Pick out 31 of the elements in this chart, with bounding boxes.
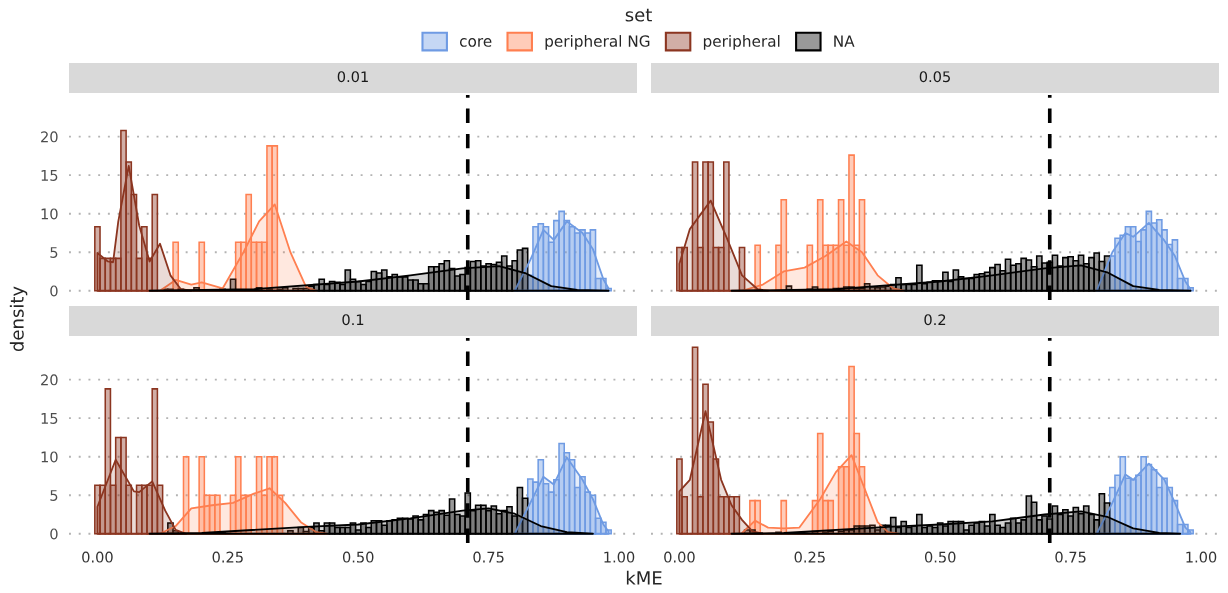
y-tick-label: 15 — [41, 170, 58, 181]
x-tick-label: 0.75 — [1055, 551, 1086, 563]
chart-title: 0.2 — [924, 314, 946, 326]
chart-title: 0.1 — [342, 314, 364, 326]
y-tick-label: 5 — [50, 490, 58, 501]
legend-label: NA — [834, 35, 855, 47]
x-tick-label: 0.50 — [924, 551, 956, 563]
y-tick-label: 20 — [41, 131, 58, 143]
x-tick-label: 1.00 — [604, 551, 635, 563]
x-tick-label: 0.50 — [342, 551, 374, 563]
y-tick-label: 0 — [50, 528, 58, 540]
x-tick-label: 0.00 — [82, 551, 113, 563]
x-tick-label: 0.25 — [212, 551, 243, 563]
y-tick-label: 20 — [41, 374, 58, 386]
legend-label: peripheral — [703, 35, 780, 50]
y-tick-label: 0 — [50, 285, 58, 297]
x-axis-title: kME — [626, 570, 662, 585]
x-tick-label: 0.75 — [473, 551, 504, 563]
y-tick-label: 10 — [41, 451, 58, 463]
legend-title: set — [625, 8, 652, 22]
x-tick-label: 0.25 — [794, 551, 825, 563]
x-tick-label: 1.00 — [1186, 551, 1217, 563]
x-tick-label: 0.00 — [664, 551, 695, 563]
y-tick-label: 10 — [41, 208, 58, 220]
chart-title: 0.05 — [919, 71, 950, 83]
chart-title: 0.01 — [337, 71, 368, 83]
y-tick-label: 5 — [50, 247, 58, 258]
legend-label: core — [459, 38, 492, 47]
y-axis-title: density — [9, 286, 28, 352]
y-tick-label: 15 — [41, 413, 58, 424]
legend-label: peripheral NG — [545, 35, 650, 50]
